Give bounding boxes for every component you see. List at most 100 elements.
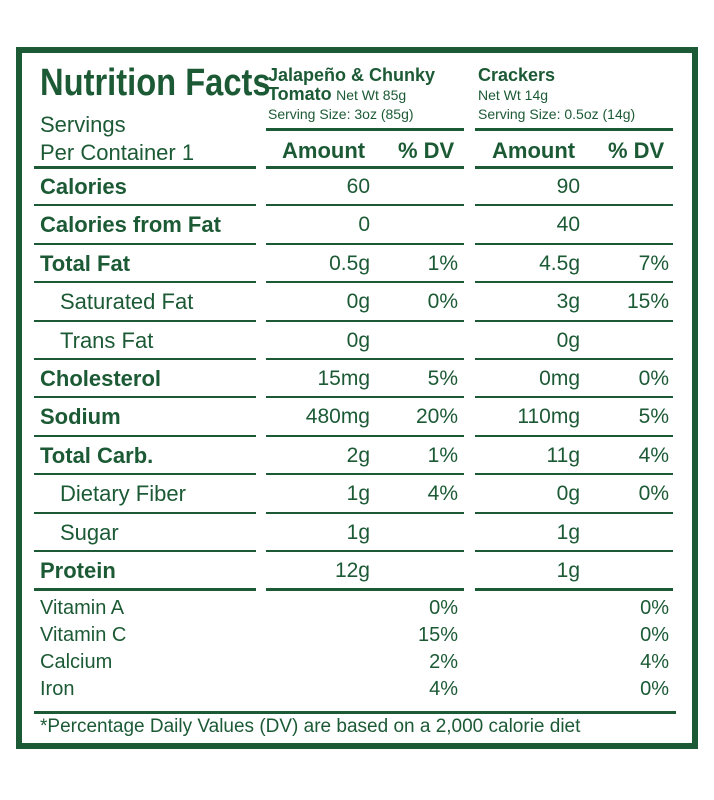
- col2-dv: 0%: [638, 367, 669, 390]
- vitamin-label: Vitamin A: [40, 597, 125, 619]
- col1-product-name-line2: Tomato: [268, 84, 332, 104]
- col2-amount: 1g: [556, 521, 580, 544]
- col1-serving-size: Serving Size: 3oz (85g): [268, 106, 414, 122]
- col1-amount: 15mg: [317, 367, 370, 390]
- col2-product-name: Crackers: [478, 65, 556, 85]
- col2-net-weight: Net Wt 14g: [478, 87, 549, 103]
- col1-amount: 2g: [346, 444, 370, 467]
- row-divider: [34, 358, 256, 360]
- col1-amount: 1g: [346, 482, 370, 505]
- row-divider: [475, 435, 673, 437]
- col2-dv: 0%: [638, 482, 669, 505]
- row-divider: [475, 204, 673, 206]
- row-divider: [266, 550, 464, 552]
- row-divider: [266, 204, 464, 206]
- nutrition-facts-panel: [16, 47, 698, 749]
- col2-amount: 40: [556, 213, 580, 236]
- row-divider: [475, 281, 673, 283]
- col2-amount-header: Amount: [492, 138, 576, 163]
- col1-dv: 4%: [427, 482, 458, 505]
- nutrient-label: Calories: [40, 174, 127, 199]
- row-divider: [266, 320, 464, 322]
- row-divider: [475, 243, 673, 245]
- row-divider: [34, 243, 256, 245]
- col2-vitamin-dv: 0%: [640, 597, 669, 619]
- col2-serving-size: Serving Size: 0.5oz (14g): [478, 106, 636, 122]
- col1-amount: 480mg: [305, 405, 370, 428]
- col1-dv: 5%: [427, 367, 458, 390]
- nutrient-label: Dietary Fiber: [60, 481, 186, 506]
- col1-name-line2: Tomato Net Wt 85g: [268, 85, 406, 104]
- row-divider: [475, 473, 673, 475]
- col1-vitamin-dv: 15%: [417, 624, 458, 646]
- col2-amount: 11g: [546, 444, 580, 467]
- row-divider: [34, 550, 256, 552]
- nutrient-label: Trans Fat: [60, 328, 154, 353]
- nutrient-label: Calories from Fat: [40, 212, 221, 237]
- row-divider: [266, 281, 464, 283]
- col1-dv: 0%: [427, 290, 458, 313]
- col2-amount: 90: [556, 175, 580, 198]
- row-divider: [34, 588, 256, 591]
- footnote: *Percentage Daily Values (DV) are based …: [40, 716, 581, 737]
- col2-amount: 0g: [556, 482, 580, 505]
- col1-net-weight: Net Wt 85g: [336, 87, 407, 103]
- col1-amount: 0g: [346, 290, 370, 313]
- col1-dv: 1%: [427, 252, 458, 275]
- nutrient-label: Saturated Fat: [60, 289, 194, 314]
- row-divider: [266, 243, 464, 245]
- col1-dv: 20%: [415, 405, 458, 428]
- row-divider: [266, 588, 464, 591]
- row-divider: [34, 512, 256, 514]
- row-divider: [266, 473, 464, 475]
- col1-amount: 0: [358, 213, 370, 236]
- col1-dv-header: % DV: [398, 138, 455, 163]
- col2-dv: 5%: [638, 405, 669, 428]
- row-divider: [475, 396, 673, 398]
- vitamin-label: Calcium: [40, 651, 113, 673]
- row-divider: [475, 320, 673, 322]
- col2-dv-header: % DV: [608, 138, 665, 163]
- row-divider: [34, 396, 256, 398]
- col2-amount: 0mg: [539, 367, 580, 390]
- nutrient-label: Total Fat: [40, 251, 131, 276]
- row-divider: [475, 512, 673, 514]
- row-divider: [475, 588, 673, 591]
- nutrient-label: Protein: [40, 558, 116, 583]
- col1-vitamin-dv: 2%: [429, 651, 458, 673]
- servings-label: Servings: [40, 112, 126, 137]
- row-divider: [34, 435, 256, 437]
- col1-vitamin-dv: 4%: [429, 678, 458, 700]
- col2-vitamin-dv: 0%: [640, 624, 669, 646]
- col1-header-rule: [266, 128, 464, 131]
- col1-product-name: Jalapeño & Chunky: [268, 65, 436, 85]
- col1-amount-header: Amount: [282, 138, 366, 163]
- col2-vitamin-dv: 4%: [640, 651, 669, 673]
- col2-vitamin-dv: 0%: [640, 678, 669, 700]
- col2-dv: 4%: [638, 444, 669, 467]
- row-divider: [34, 320, 256, 322]
- nutrient-label: Sugar: [60, 520, 119, 545]
- footnote-rule: [34, 711, 676, 714]
- row-divider: [34, 281, 256, 283]
- panel-title: Nutrition Facts: [40, 62, 271, 104]
- row-divider: [475, 550, 673, 552]
- row-divider: [266, 358, 464, 360]
- col1-amount: 0.5g: [329, 252, 370, 275]
- servings-per-container: Per Container 1: [40, 140, 195, 165]
- col2-amount: 4.5g: [539, 252, 580, 275]
- col2-amount: 1g: [556, 559, 580, 582]
- col1-amount: 0g: [346, 329, 370, 352]
- col2-dv: 15%: [626, 290, 669, 313]
- vitamin-label: Iron: [40, 678, 75, 700]
- nutrient-label: Total Carb.: [40, 443, 154, 468]
- col1-vitamin-dv: 0%: [429, 597, 458, 619]
- col2-dv: 7%: [638, 252, 669, 275]
- row-divider: [266, 396, 464, 398]
- vitamin-label: Vitamin C: [40, 624, 127, 646]
- col1-dv: 1%: [427, 444, 458, 467]
- row-divider: [266, 512, 464, 514]
- col1-amount: 12g: [334, 559, 370, 582]
- nutrient-label: Cholesterol: [40, 366, 162, 391]
- col2-amount: 3g: [556, 290, 580, 313]
